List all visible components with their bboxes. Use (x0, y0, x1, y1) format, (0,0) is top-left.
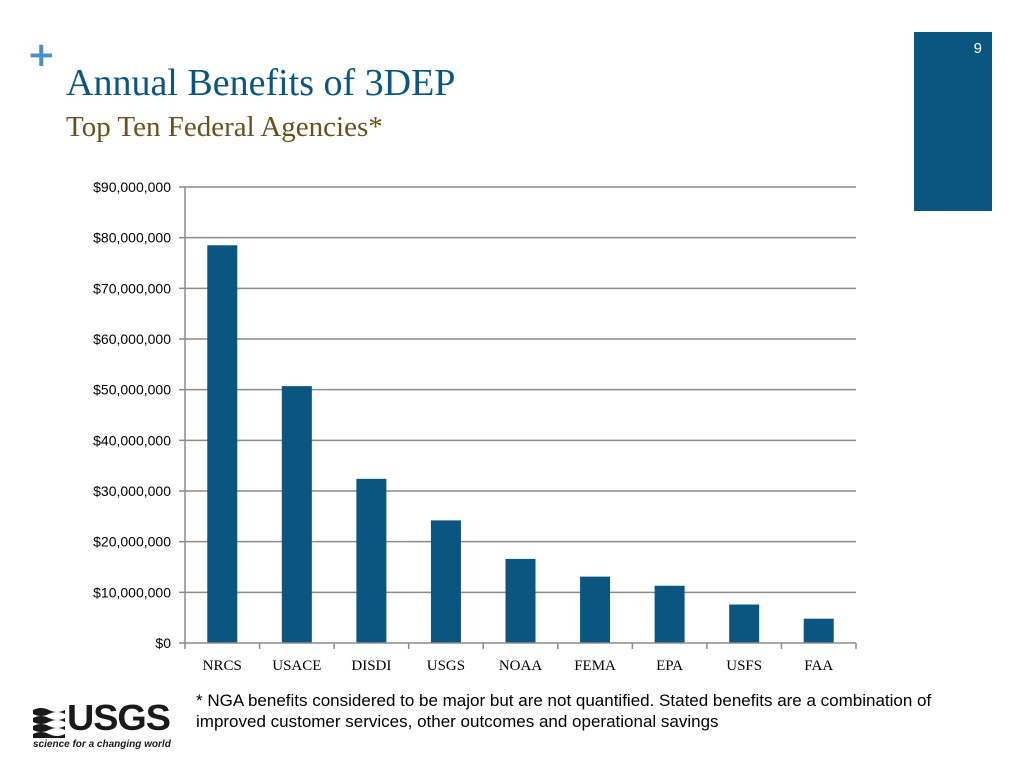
x-tick-label: NOAA (499, 658, 542, 674)
usgs-logo: USGS science for a changing world (33, 699, 171, 755)
slide-number: 9 (973, 40, 982, 57)
slide-subtitle: Top Ten Federal Agencies* (66, 111, 383, 143)
x-tick-label: FAA (804, 658, 833, 674)
bar (430, 520, 461, 643)
y-tick-label: $90,000,000 (93, 179, 171, 195)
x-tick-labels: NRCS USACE DISDI USGS NOAA FEMA EPA USFS FAA (203, 658, 834, 674)
y-tick-label: $50,000,000 (93, 382, 171, 398)
usgs-tagline: science for a changing world (33, 739, 171, 750)
y-tick-label: $70,000,000 (93, 280, 171, 296)
bar (729, 604, 760, 643)
slide-number-box: 9 (914, 32, 992, 211)
bar (356, 478, 387, 643)
bar (803, 618, 834, 643)
y-tick-label: $60,000,000 (93, 331, 171, 347)
x-tick-label: EPA (656, 658, 683, 674)
bar (505, 558, 536, 643)
slide-title: Annual Benefits of 3DEP (66, 62, 456, 104)
bar (207, 245, 238, 643)
y-tick-label: $10,000,000 (93, 584, 171, 600)
y-tick-label: $20,000,000 (93, 534, 171, 550)
y-tick-labels: $0 $10,000,000 $20,000,000 $30,000,000 $40,0… (93, 179, 171, 651)
x-tick-label: NRCS (203, 658, 242, 674)
bar (281, 386, 312, 643)
x-tick-label: DISDI (351, 658, 391, 674)
x-tick-label: FEMA (574, 658, 616, 674)
x-tick-label: USGS (427, 658, 465, 674)
y-tick-label: $80,000,000 (93, 230, 171, 246)
footnote: * NGA benefits considered to be major bu… (196, 691, 932, 731)
x-tick-label: USACE (272, 658, 321, 674)
y-tick-label: $30,000,000 (93, 483, 171, 499)
bars (207, 245, 834, 643)
bar (580, 576, 611, 643)
y-tick-label: $40,000,000 (93, 432, 171, 448)
usgs-logo-text: USGS (67, 697, 171, 738)
x-tick-label: USFS (726, 658, 762, 674)
bar-chart: $0 $10,000,000 $20,000,000 $30,000,000 $40,0… (93, 179, 857, 674)
usgs-wave-icon (33, 708, 65, 738)
plus-icon: + (27, 35, 56, 75)
y-tick-label: $0 (155, 635, 171, 651)
axes (184, 187, 857, 649)
bar (654, 585, 685, 643)
